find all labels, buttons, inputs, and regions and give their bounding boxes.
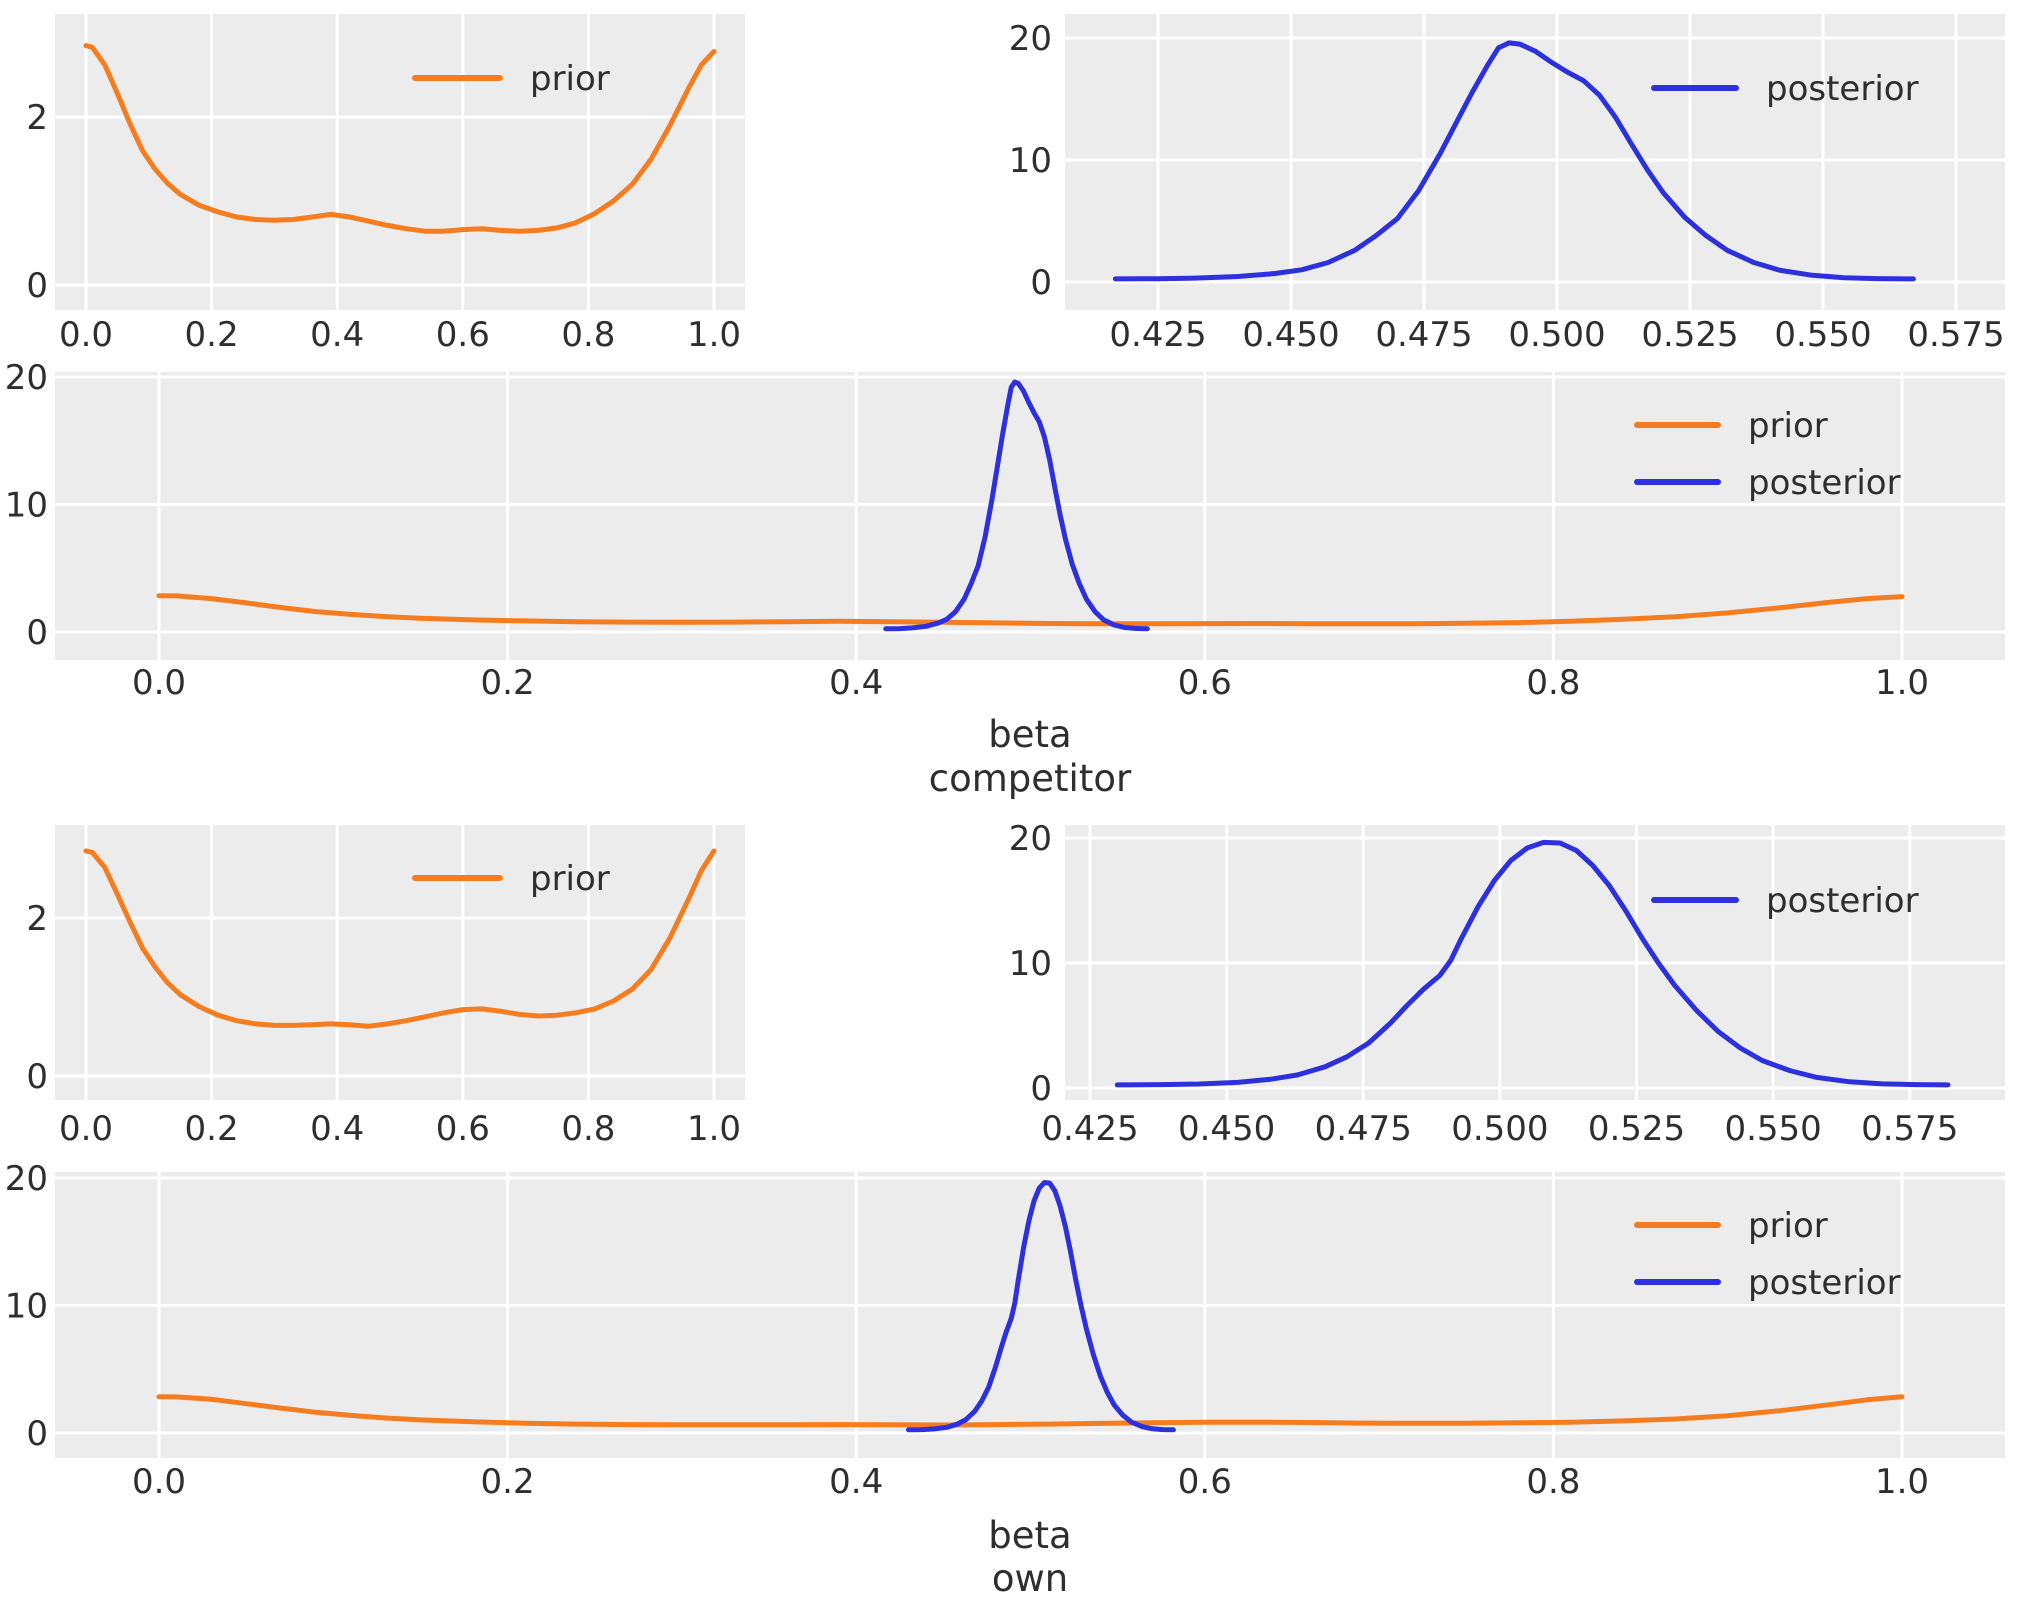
- x-axis-label: own: [992, 1557, 1068, 1600]
- x-tick-label: 0.550: [1724, 1109, 1821, 1149]
- x-tick-label: 1.0: [1875, 1462, 1929, 1502]
- x-tick-label: 0.525: [1641, 315, 1738, 355]
- own-prior-plot-area: [55, 825, 745, 1100]
- x-axis-label: beta: [988, 1514, 1071, 1557]
- legend-posterior-label: posterior: [1748, 463, 1901, 503]
- x-tick-label: 0.500: [1508, 315, 1605, 355]
- own-posterior-posterior-line: [1114, 839, 1951, 1088]
- y-tick-label: 20: [5, 358, 48, 398]
- x-tick-label: 0.2: [481, 1462, 535, 1502]
- y-tick-label: 10: [1009, 944, 1052, 984]
- x-tick-label: 1.0: [687, 315, 741, 355]
- y-tick-label: 10: [1009, 141, 1052, 181]
- legend-posterior-label: posterior: [1766, 69, 1919, 109]
- x-tick-label: 0.0: [59, 1109, 113, 1149]
- competitor-combined-plot-area: [55, 372, 2005, 660]
- y-tick-label: 2: [26, 899, 48, 939]
- competitor-posterior-plot-area: [1065, 14, 2005, 310]
- y-tick-label: 0: [26, 1414, 48, 1454]
- x-tick-label: 0.0: [132, 1462, 186, 1502]
- own-combined-prior-line: [156, 1394, 1905, 1428]
- y-tick-label: 10: [5, 485, 48, 525]
- x-tick-label: 1.0: [687, 1109, 741, 1149]
- x-tick-label: 0.2: [185, 315, 239, 355]
- y-tick-label: 10: [5, 1286, 48, 1326]
- y-tick-label: 0: [26, 613, 48, 653]
- x-tick-label: 0.550: [1774, 315, 1871, 355]
- competitor-combined-posterior-line: [883, 379, 1150, 632]
- competitor-prior-plot-area: [55, 14, 745, 310]
- x-tick-label: 0.0: [59, 315, 113, 355]
- panel-competitor-prior: 0.0 0.2 0.4 0.6 0.8 1.0 0 2 prior: [26, 14, 745, 355]
- x-tick-label: 0.475: [1375, 315, 1472, 355]
- legend-posterior-label: posterior: [1766, 881, 1919, 921]
- y-tick-label: 0: [26, 1057, 48, 1097]
- panel-own-prior: 0.0 0.2 0.4 0.6 0.8 1.0 0 2 prior: [26, 825, 745, 1149]
- competitor-prior-prior-line: [83, 43, 717, 234]
- own-combined-posterior-line: [906, 1180, 1176, 1433]
- legend-posterior-label: posterior: [1748, 1263, 1901, 1303]
- y-tick-label: 0: [26, 266, 48, 306]
- legend-prior-label: prior: [530, 859, 610, 899]
- x-tick-label: 0.575: [1861, 1109, 1958, 1149]
- competitor-posterior-posterior-line: [1112, 40, 1916, 282]
- x-tick-label: 0.8: [1526, 663, 1580, 703]
- x-tick-label: 0.2: [481, 663, 535, 703]
- panel-competitor-posterior: 0.425 0.450 0.475 0.500 0.525 0.550 0.575 0 10 20…: [1009, 14, 2005, 355]
- legend-prior-label: prior: [530, 59, 610, 99]
- x-axis-label: competitor: [929, 757, 1132, 800]
- x-tick-label: 0.6: [1178, 663, 1232, 703]
- legend-prior-label: prior: [1748, 406, 1828, 446]
- y-tick-label: 0: [1030, 1069, 1052, 1109]
- x-tick-label: 0.4: [829, 1462, 883, 1502]
- x-tick-label: 0.450: [1178, 1109, 1275, 1149]
- x-tick-label: 0.8: [561, 315, 615, 355]
- x-tick-label: 0.6: [436, 1109, 490, 1149]
- y-tick-label: 2: [26, 98, 48, 138]
- x-tick-label: 0.525: [1588, 1109, 1685, 1149]
- y-tick-label: 0: [1030, 263, 1052, 303]
- y-tick-label: 20: [1009, 819, 1052, 859]
- x-tick-label: 0.4: [829, 663, 883, 703]
- x-tick-label: 0.500: [1451, 1109, 1548, 1149]
- x-tick-label: 0.4: [310, 1109, 364, 1149]
- legend-prior-label: prior: [1748, 1206, 1828, 1246]
- x-tick-label: 1.0: [1875, 663, 1929, 703]
- x-tick-label: 0.0: [132, 663, 186, 703]
- x-tick-label: 0.4: [310, 315, 364, 355]
- x-tick-label: 0.2: [185, 1109, 239, 1149]
- panel-own-posterior: 0.425 0.450 0.475 0.500 0.525 0.550 0.575 0 10 20…: [1009, 819, 2005, 1149]
- competitor-combined-prior-line: [156, 593, 1905, 627]
- y-tick-label: 20: [5, 1159, 48, 1199]
- y-tick-label: 20: [1009, 19, 1052, 59]
- x-tick-label: 0.425: [1041, 1109, 1138, 1149]
- own-prior-prior-line: [83, 848, 717, 1029]
- x-tick-label: 0.6: [436, 315, 490, 355]
- x-axis-label: beta: [988, 713, 1071, 756]
- x-tick-label: 0.475: [1315, 1109, 1412, 1149]
- x-tick-label: 0.6: [1178, 1462, 1232, 1502]
- x-tick-label: 0.450: [1242, 315, 1339, 355]
- x-tick-label: 0.8: [1526, 1462, 1580, 1502]
- x-tick-label: 0.425: [1109, 315, 1206, 355]
- x-tick-label: 0.8: [561, 1109, 615, 1149]
- x-tick-label: 0.575: [1907, 315, 2004, 355]
